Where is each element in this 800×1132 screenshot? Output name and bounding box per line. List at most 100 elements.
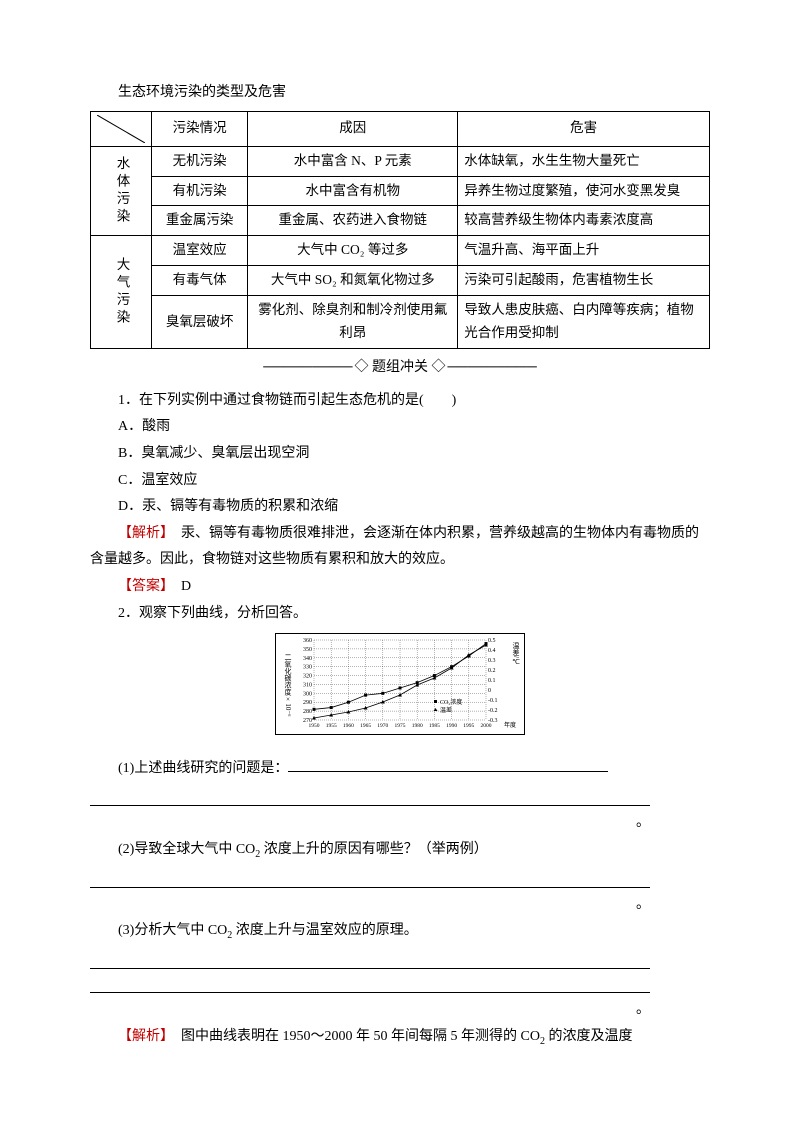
svg-text:二氧化碳浓度×10⁻⁶: 二氧化碳浓度×10⁻⁶ <box>284 654 292 718</box>
cell: 臭氧层破坏 <box>152 296 248 349</box>
table-row: 有毒气体 大气中 SO₂ 和氮氧化物过多 污染可引起酸雨，危害植物生长 <box>91 266 710 296</box>
cell: 较高营养级生物体内毒素浓度高 <box>458 206 710 236</box>
period: 。 <box>90 892 650 919</box>
svg-text:300: 300 <box>303 691 312 697</box>
pollution-table: 污染情况 成因 危害 水体污染 无机污染 水中富含 N、P 元素 水体缺氧，水生… <box>90 111 710 350</box>
table-row: 臭氧层破坏 雾化剂、除臭剂和制冷剂使用氟利昂 导致人患皮肤癌、白内障等疾病；植物… <box>91 296 710 349</box>
cell: 导致人患皮肤癌、白内障等疾病；植物光合作用受抑制 <box>458 296 710 349</box>
group-air: 大气污染 <box>91 236 152 349</box>
cell: 有毒气体 <box>152 266 248 296</box>
svg-text:年度: 年度 <box>504 721 516 729</box>
blank-full-line <box>90 786 650 806</box>
svg-text:330: 330 <box>303 665 312 671</box>
svg-text:1955: 1955 <box>326 723 337 729</box>
svg-text:280: 280 <box>303 709 312 715</box>
cell: 污染可引起酸雨，危害植物生长 <box>458 266 710 296</box>
cell: 雾化剂、除臭剂和制冷剂使用氟利昂 <box>248 296 458 349</box>
divider-line: ───────── <box>448 360 537 375</box>
blank-full-line <box>90 949 650 969</box>
svg-text:340: 340 <box>303 656 312 662</box>
svg-text:2000: 2000 <box>481 723 492 729</box>
cell: 重金属、农药进入食物链 <box>248 206 458 236</box>
svg-text:290: 290 <box>303 700 312 706</box>
cell: 水中富含有机物 <box>248 176 458 206</box>
explain-label: 【解析】 <box>118 526 167 541</box>
svg-text:-0.2: -0.2 <box>488 708 498 714</box>
q1-stem: 1．在下列实例中通过食物链而引起生态危机的是( ) <box>90 388 710 415</box>
q2-sub2-a: (2)导致全球大气中 CO <box>118 842 255 857</box>
table-row: 重金属污染 重金属、农药进入食物链 较高营养级生物体内毒素浓度高 <box>91 206 710 236</box>
header-harm: 危害 <box>458 111 710 146</box>
q2-sub3-b: 浓度上升与温室效应的原理。 <box>232 923 418 938</box>
svg-text:320: 320 <box>303 674 312 680</box>
q2-stem: 2．观察下列曲线，分析回答。 <box>90 601 710 628</box>
svg-text:0.2: 0.2 <box>488 668 496 674</box>
table-row: 水体污染 无机污染 水中富含 N、P 元素 水体缺氧，水生生物大量死亡 <box>91 146 710 176</box>
group-water: 水体污染 <box>91 146 152 236</box>
svg-text:CO₂浓度: CO₂浓度 <box>440 698 462 706</box>
q1-opt-c: C．温室效应 <box>90 468 710 495</box>
table-row: 大气污染 温室效应 大气中 CO₂ 等过多 气温升高、海平面上升 <box>91 236 710 266</box>
section-divider: ─────────◇ 题组冲关 ◇───────── <box>90 355 710 382</box>
blank-full-line <box>90 868 650 888</box>
cell: 异养生物过度繁殖，使河水变黑发臭 <box>458 176 710 206</box>
cell: 大气中 CO₂ 等过多 <box>248 236 458 266</box>
section-title: 生态环境污染的类型及危害 <box>90 80 710 107</box>
svg-text:1975: 1975 <box>395 723 406 729</box>
q2-sub2: (2)导致全球大气中 CO2 浓度上升的原因有哪些？（举两例） <box>90 837 710 864</box>
svg-text:0: 0 <box>488 688 491 694</box>
period: 。 <box>90 810 650 837</box>
svg-text:1970: 1970 <box>377 723 388 729</box>
q1-answer: 【答案】 D <box>90 574 710 601</box>
answer-text: D <box>167 579 191 594</box>
diamond-icon: ◇ 题组冲关 ◇ <box>355 360 446 375</box>
answer-label: 【答案】 <box>118 579 167 594</box>
svg-text:1960: 1960 <box>343 723 354 729</box>
cell: 有机污染 <box>152 176 248 206</box>
q2-explain: 【解析】 图中曲线表明在 1950～2000 年 50 年间每隔 5 年测得的 … <box>90 1024 710 1051</box>
svg-text:0.1: 0.1 <box>488 678 496 684</box>
cell: 温室效应 <box>152 236 248 266</box>
svg-text:360: 360 <box>303 638 312 644</box>
svg-text:0.3: 0.3 <box>488 658 496 664</box>
q1-opt-d: D．汞、镉等有毒物质的积累和浓缩 <box>90 494 710 521</box>
q1-explain: 【解析】 汞、镉等有毒物质很难排泄，会逐渐在体内积累，营养级越高的生物体内有毒物… <box>90 521 710 574</box>
q1-opt-a: A．酸雨 <box>90 414 710 441</box>
header-cause: 成因 <box>248 111 458 146</box>
cell: 气温升高、海平面上升 <box>458 236 710 266</box>
chart-container: 3603503403303203103002902802700.50.40.30… <box>90 633 710 746</box>
explain-text: 汞、镉等有毒物质很难排泄，会逐渐在体内积累，营养级越高的生物体内有毒物质的含量越… <box>90 526 699 568</box>
header-type: 污染情况 <box>152 111 248 146</box>
table-row: 有机污染 水中富含有机物 异养生物过度繁殖，使河水变黑发臭 <box>91 176 710 206</box>
table-header-row: 污染情况 成因 危害 <box>91 111 710 146</box>
q1-opt-b: B．臭氧减少、臭氧层出现空洞 <box>90 441 710 468</box>
period: 。 <box>90 997 650 1024</box>
blank-line <box>288 758 608 772</box>
svg-text:0.5: 0.5 <box>488 638 496 644</box>
q2-sub2-b: 浓度上升的原因有哪些？（举两例） <box>260 842 488 857</box>
divider-line: ───────── <box>263 360 352 375</box>
svg-text:350: 350 <box>303 647 312 653</box>
cell: 水中富含 N、P 元素 <box>248 146 458 176</box>
chart-svg: 3603503403303203103002902802700.50.40.30… <box>280 636 520 734</box>
explain-label: 【解析】 <box>118 1029 167 1044</box>
svg-text:-0.1: -0.1 <box>488 698 498 704</box>
svg-text:1985: 1985 <box>429 723 440 729</box>
svg-text:温差: 温差 <box>440 706 452 714</box>
cell: 大气中 SO₂ 和氮氧化物过多 <box>248 266 458 296</box>
blank-full-line <box>90 973 650 993</box>
explain-text-a: 图中曲线表明在 1950～2000 年 50 年间每隔 5 年测得的 CO <box>167 1029 540 1044</box>
svg-text:1965: 1965 <box>360 723 371 729</box>
co2-temp-chart: 3603503403303203103002902802700.50.40.30… <box>275 633 525 735</box>
svg-text:1995: 1995 <box>463 723 474 729</box>
q2-sub3: (3)分析大气中 CO2 浓度上升与温室效应的原理。 <box>90 918 710 945</box>
cell: 无机污染 <box>152 146 248 176</box>
svg-text:310: 310 <box>303 683 312 689</box>
cell: 水体缺氧，水生生物大量死亡 <box>458 146 710 176</box>
svg-text:1980: 1980 <box>412 723 423 729</box>
q2-sub1: (1)上述曲线研究的问题是： <box>90 756 710 783</box>
q2-sub1-text: (1)上述曲线研究的问题是： <box>118 761 288 776</box>
svg-text:1950: 1950 <box>309 723 320 729</box>
svg-text:0.4: 0.4 <box>488 648 496 654</box>
cell: 重金属污染 <box>152 206 248 236</box>
